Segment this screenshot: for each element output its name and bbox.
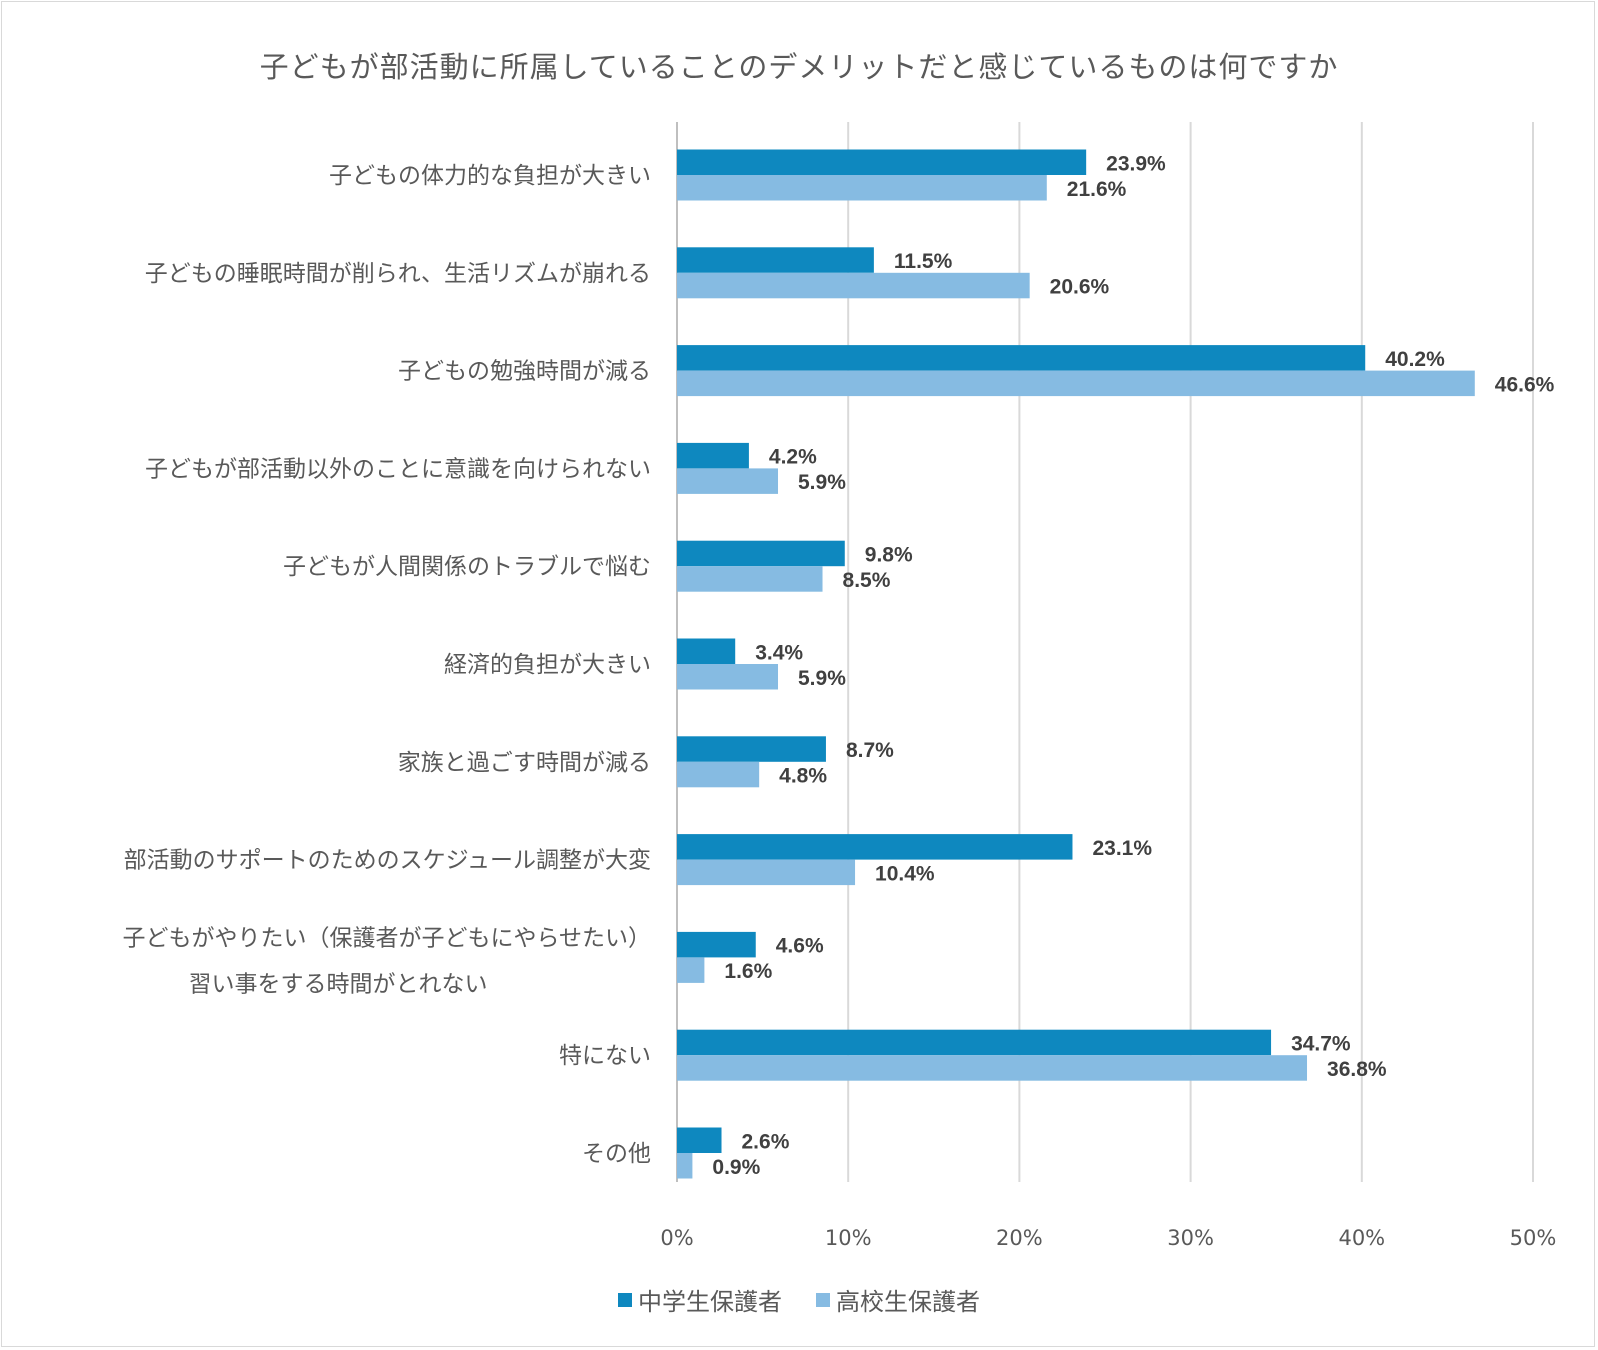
data-label: 4.6% [776,935,824,958]
x-tick-label: 50% [1510,1226,1557,1250]
bar-high-school [677,175,1047,201]
data-label: 5.9% [798,667,846,690]
data-label: 23.1% [1092,837,1152,860]
legend-label: 高校生保護者 [836,1288,980,1316]
bar-junior-high [677,1127,722,1153]
data-label: 8.5% [843,569,891,592]
data-label: 5.9% [798,471,846,494]
legend-swatch [618,1292,632,1307]
bar-high-school [677,957,705,983]
data-label: 8.7% [846,739,894,762]
category-label: 子どもの睡眠時間が削られ、生活リズムが崩れる [145,261,651,287]
bar-high-school [677,566,823,592]
bar-junior-high [677,149,1087,175]
x-tick-label: 10% [825,1226,872,1250]
bar-junior-high [677,540,845,567]
bar-junior-high [677,442,749,469]
legend-swatch [816,1292,830,1307]
bar-high-school [677,1055,1308,1081]
category-label: 家族と過ごす時間が減る [398,750,651,776]
data-label: 4.2% [769,446,817,469]
data-label: 10.4% [875,862,935,885]
bar-junior-high [677,834,1073,860]
data-label: 9.8% [865,543,913,566]
category-label: 習い事をする時間がとれない [189,971,488,997]
data-label: 21.6% [1067,178,1127,201]
category-label: 子どもがやりたい（保護者が子どもにやらせたい） [122,925,651,951]
category-label: 経済的負担が大きい [444,652,651,678]
x-tick-label: 20% [996,1226,1043,1250]
category-label: その他 [582,1141,651,1167]
data-label: 23.9% [1106,152,1166,175]
chart-title: 子どもが部活動に所属していることのデメリットだと感じているものは何ですか [259,50,1339,84]
legend-label: 中学生保護者 [638,1288,782,1316]
data-label: 40.2% [1385,348,1445,371]
bar-junior-high [677,931,756,958]
data-label: 3.4% [755,641,803,664]
legend-item-junior-high: 中学生保護者 [618,1282,782,1317]
x-tick-label: 30% [1167,1226,1214,1250]
category-label: 子どもが部活動以外のことに意識を向けられない [145,456,651,482]
x-tick-label: 40% [1338,1226,1385,1250]
bar-high-school [677,859,856,886]
category-label: 子どもが人間関係のトラブルで悩む [283,554,651,580]
bar-high-school [677,664,779,690]
data-label: 46.6% [1495,373,1555,396]
bar-high-school [677,370,1475,397]
legend-item-high-school: 高校生保護者 [816,1282,980,1317]
data-label: 0.9% [712,1156,760,1179]
bar-high-school [677,468,779,494]
bar-junior-high [677,247,874,273]
data-label: 36.8% [1327,1058,1387,1081]
bar-high-school [677,1153,693,1179]
x-tick-label: 0% [660,1226,693,1250]
category-label: 子どもの勉強時間が減る [398,359,651,385]
bar-junior-high [677,1029,1272,1056]
bar-high-school [677,272,1030,299]
data-label: 11.5% [894,250,953,273]
data-label: 2.6% [742,1130,790,1153]
bar-junior-high [677,345,1366,371]
bar-junior-high [677,638,736,664]
category-label: 子どもの体力的な負担が大きい [329,163,651,189]
data-label: 34.7% [1291,1032,1351,1055]
data-label: 20.6% [1050,276,1110,299]
category-label: 特にない [559,1043,651,1069]
legend: 中学生保護者 高校生保護者 [0,1282,1598,1317]
category-label: 部活動のサポートのためのスケジュール調整が大変 [124,848,651,874]
bar-high-school [677,761,760,788]
data-label: 4.8% [779,765,827,788]
bar-junior-high [677,736,826,762]
data-label: 1.6% [724,960,772,983]
